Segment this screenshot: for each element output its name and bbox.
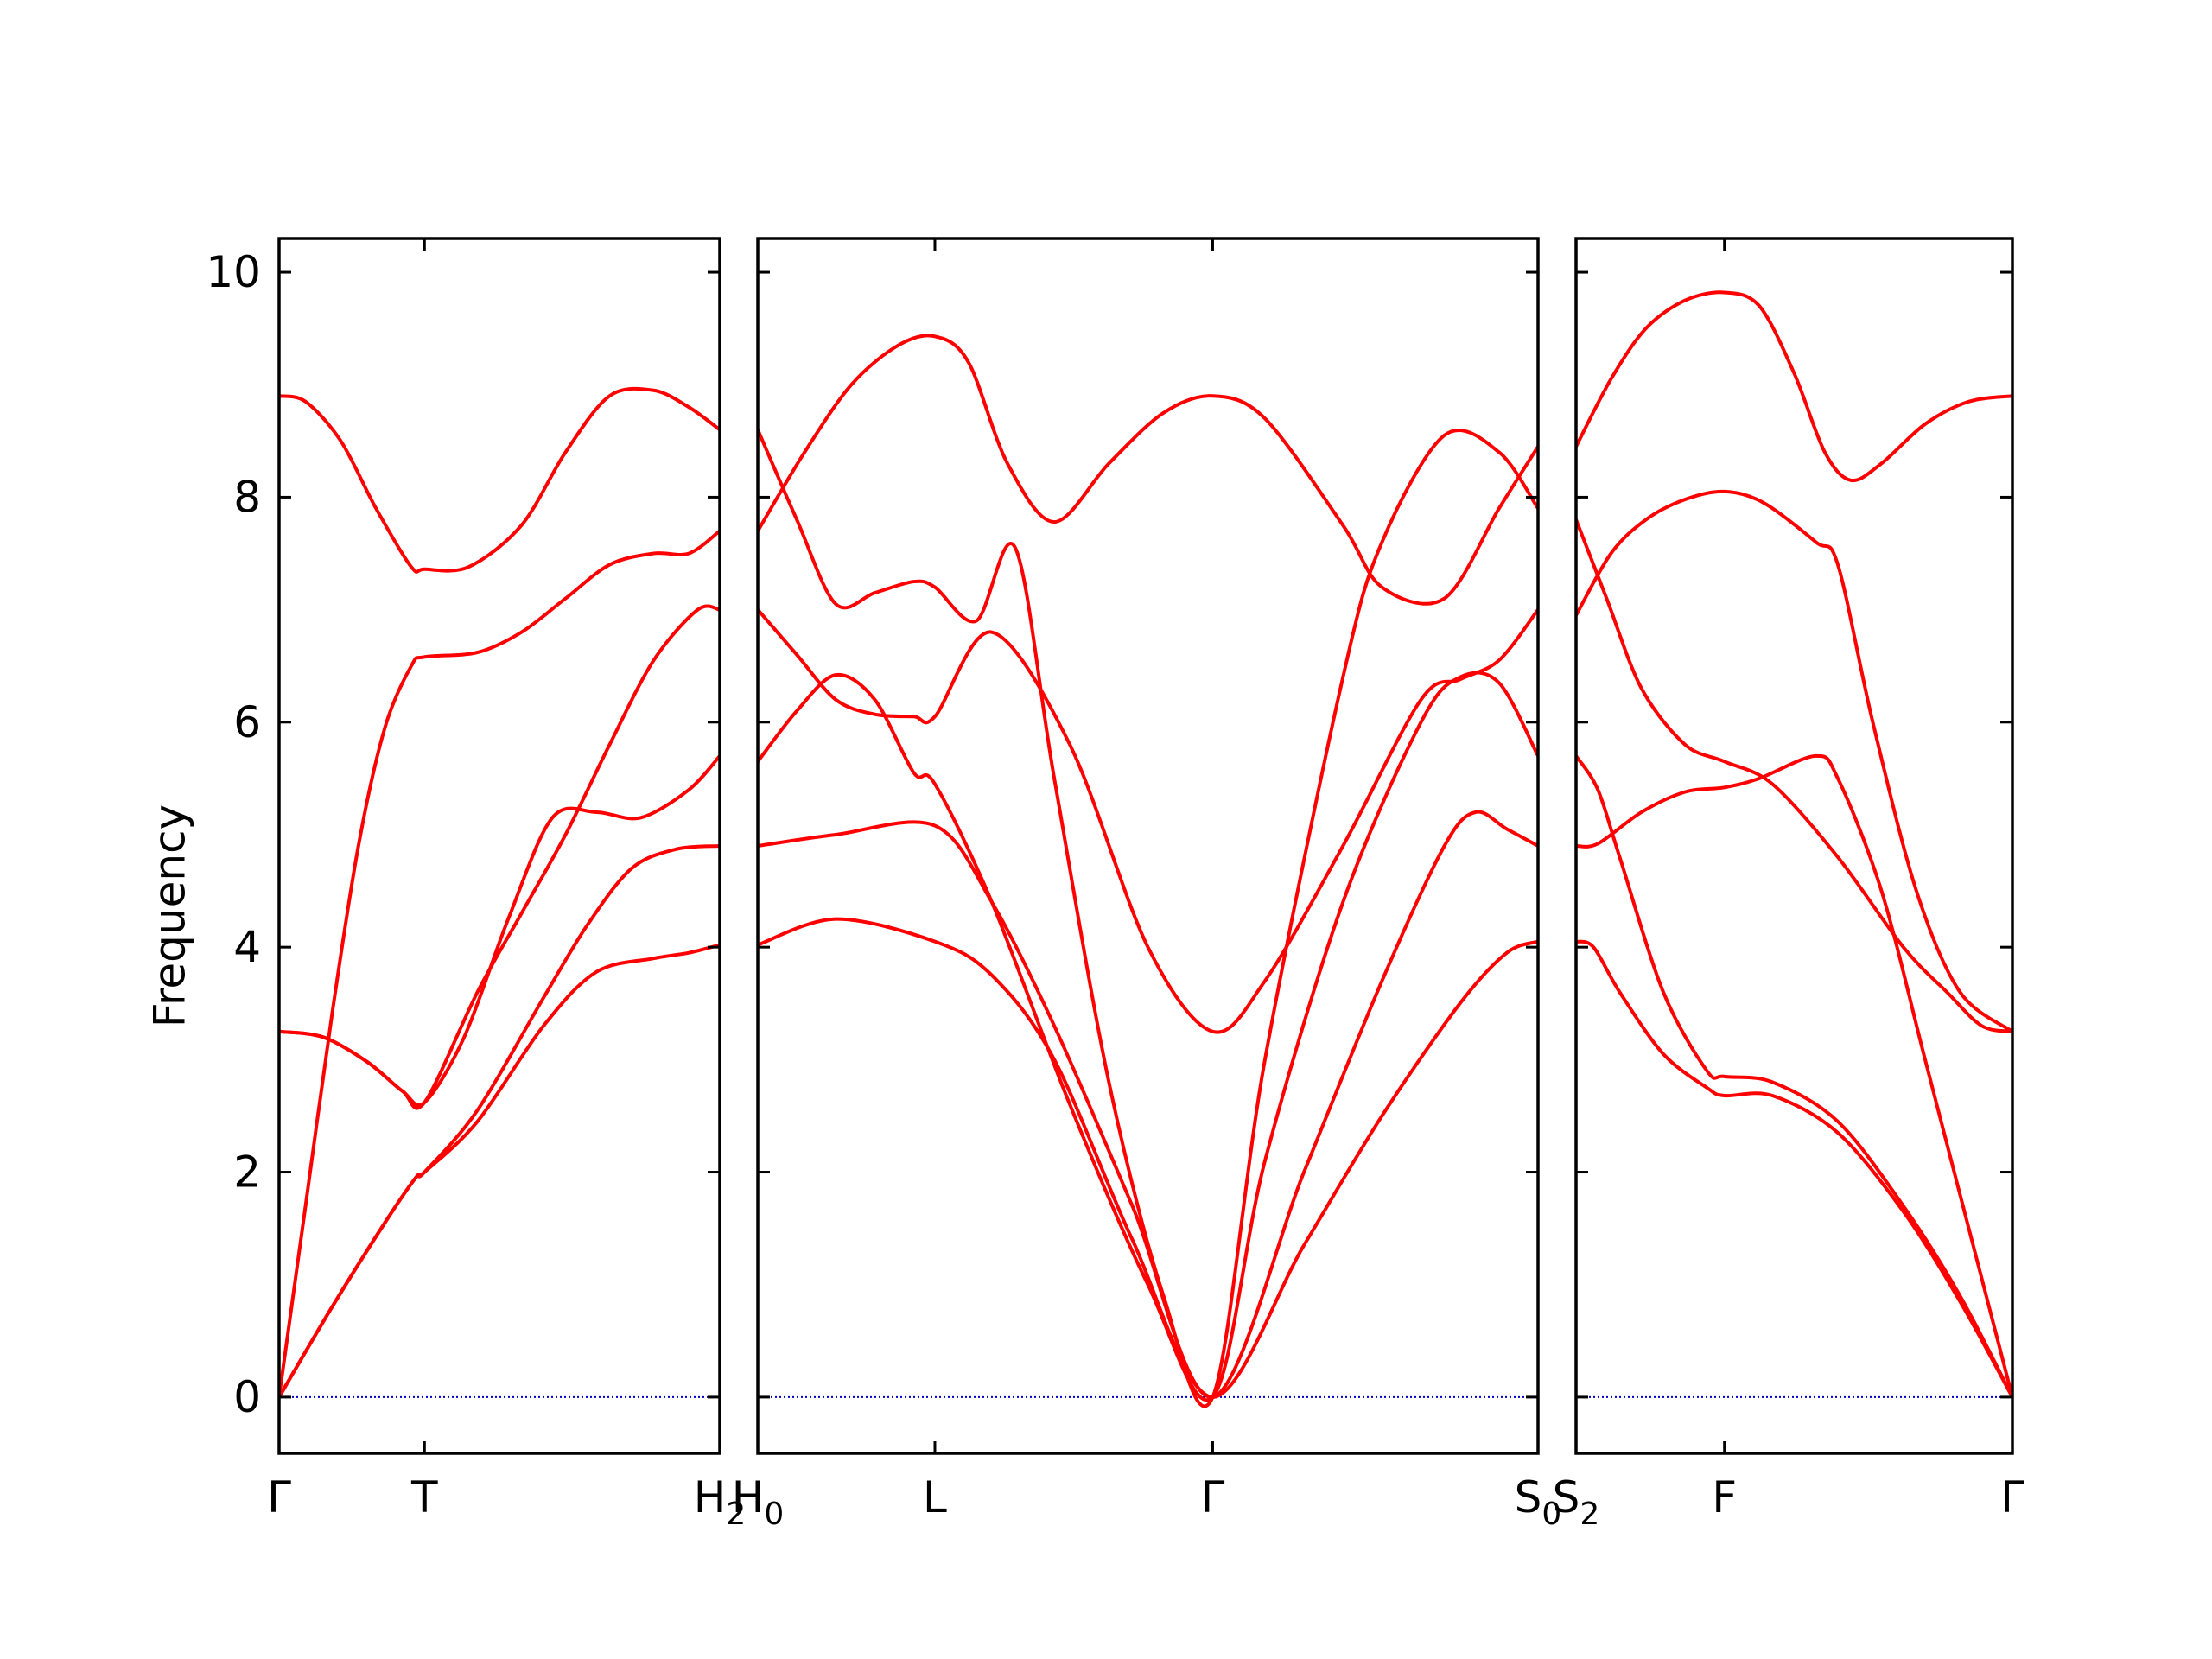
band-3 <box>758 671 1538 1402</box>
y-axis-tick-labels: 0 2 4 6 8 10 <box>206 247 261 1422</box>
y-tick-label: 4 <box>233 922 261 972</box>
band-5 <box>279 529 720 1399</box>
band-2 <box>279 844 720 1399</box>
y-axis-title: Frequency <box>145 804 195 1027</box>
x-tick-label: F <box>1712 1472 1737 1522</box>
x-tick-label: L <box>923 1472 947 1522</box>
band-lines <box>1576 290 2012 1399</box>
band-1 <box>1576 939 2012 1399</box>
band-1 <box>758 917 1538 1399</box>
y-tick-label: 10 <box>206 247 261 297</box>
x-tick-label: Γ <box>2000 1472 2024 1522</box>
band-6 <box>279 386 720 574</box>
band-5 <box>1576 489 2012 1033</box>
band-1 <box>279 943 720 1399</box>
panel-frame <box>1574 237 2014 1455</box>
band-2 <box>758 810 1538 1399</box>
x-tick-label: H2 <box>694 1472 747 1532</box>
y-tick-label: 8 <box>233 472 261 522</box>
x-tick-label: H0 <box>732 1472 785 1532</box>
x-tick-label: Γ <box>267 1472 291 1522</box>
panel-2: H0 L Γ S0 <box>732 237 1562 1532</box>
band-lines <box>279 386 720 1399</box>
band-4 <box>758 607 1538 1034</box>
y-tick-label: 6 <box>233 697 261 747</box>
band-4 <box>1576 518 2012 1033</box>
panel-3: S2 F Γ <box>1553 237 2024 1532</box>
band-2 <box>1576 753 2012 1399</box>
band-3 <box>1576 753 2012 1399</box>
panel-1: Γ T H2 <box>267 237 747 1532</box>
panel-frame <box>277 237 721 1455</box>
y-tick-label: 0 <box>233 1372 261 1422</box>
panel-frame <box>756 237 1540 1455</box>
x-tick-label: Γ <box>1201 1472 1225 1522</box>
band-lines <box>758 334 1538 1408</box>
x-tick-label: T <box>410 1472 438 1522</box>
y-tick-label: 2 <box>233 1147 261 1198</box>
band-6 <box>758 334 1538 606</box>
band-6 <box>1576 290 2012 483</box>
band-5 <box>758 428 1538 1408</box>
x-tick-label: S2 <box>1553 1472 1600 1532</box>
x-tick-label: S0 <box>1515 1472 1562 1532</box>
band-4 <box>279 604 720 1110</box>
